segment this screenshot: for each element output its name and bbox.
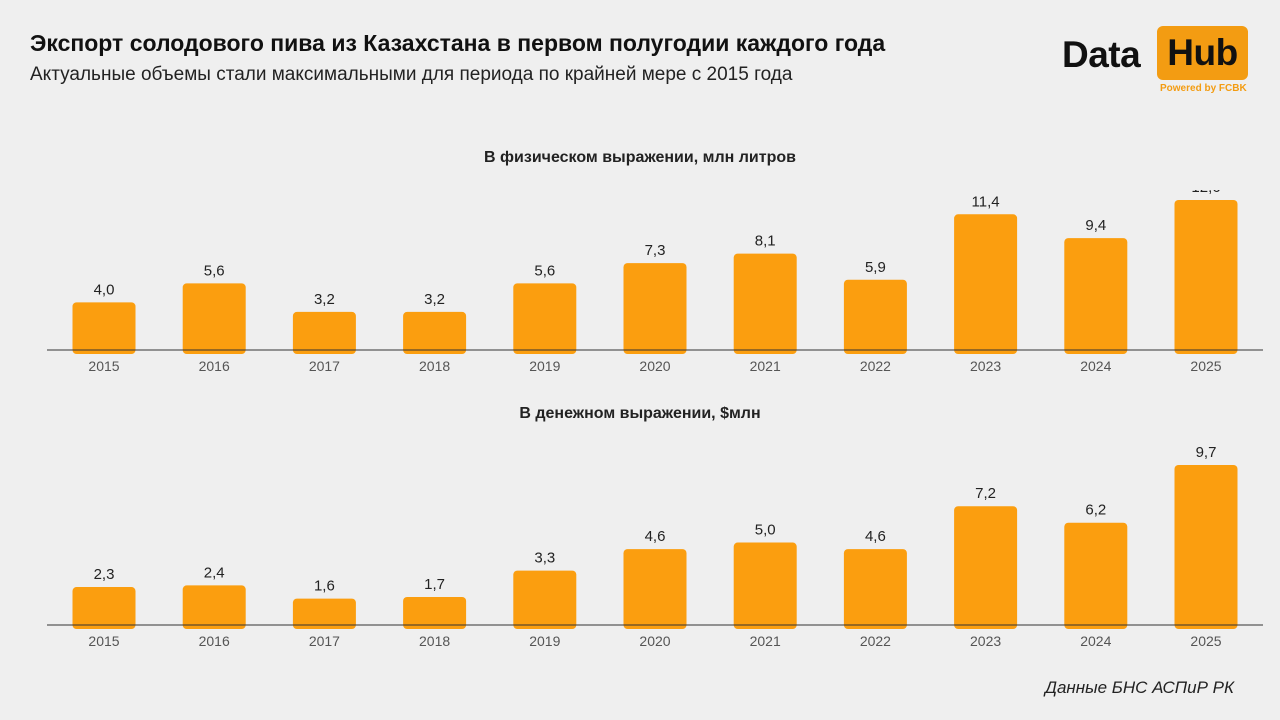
x-tick-label: 2021: [750, 358, 781, 374]
chart-value: 2,3 2015 2,4 2016 1,6 2017 1,7 2018 3,3 2019 4,6 20…: [47, 445, 1263, 649]
x-tick-label: 2017: [309, 358, 340, 374]
page-subtitle: Актуальные объемы стали максимальными дл…: [30, 64, 793, 85]
bar-2021: [733, 253, 797, 354]
logo-powered-by: Powered by FCBK: [1160, 83, 1247, 94]
x-tick-label: 2024: [1080, 358, 1111, 374]
page-title: Экспорт солодового пива из Казахстана в …: [30, 30, 886, 56]
value-label: 2,3: [94, 566, 115, 583]
value-label: 4,6: [645, 528, 666, 545]
value-label: 3,2: [314, 291, 335, 308]
value-label: 3,2: [424, 291, 445, 308]
datahub-logo: Data Hub Powered by FCBK: [1062, 26, 1252, 96]
bar-2020: [623, 263, 687, 354]
x-tick-label: 2020: [639, 358, 670, 374]
bar-2024: [1064, 522, 1128, 629]
value-label: 8,1: [755, 233, 776, 250]
x-tick-label: 2025: [1190, 633, 1221, 649]
value-label: 5,9: [865, 259, 886, 276]
value-label: 7,3: [645, 242, 666, 259]
x-tick-label: 2022: [860, 358, 891, 374]
value-label: 4,6: [865, 528, 886, 545]
x-tick-label: 2022: [860, 633, 891, 649]
value-label: 6,2: [1085, 502, 1106, 519]
bar-2025: [1174, 465, 1238, 629]
x-tick-label: 2018: [419, 358, 450, 374]
value-label: 7,2: [975, 485, 996, 502]
bar-2020: [623, 549, 687, 629]
x-tick-label: 2016: [199, 358, 230, 374]
value-label: 1,6: [314, 578, 335, 595]
x-tick-label: 2018: [419, 633, 450, 649]
x-tick-label: 2016: [199, 633, 230, 649]
value-label: 5,6: [204, 262, 225, 279]
x-tick-label: 2023: [970, 358, 1001, 374]
bar-2022: [843, 549, 907, 629]
x-tick-label: 2019: [529, 633, 560, 649]
bar-2024: [1064, 238, 1128, 354]
value-label: 1,7: [424, 576, 445, 593]
logo-word-hub: Hub: [1157, 26, 1248, 80]
x-tick-label: 2019: [529, 358, 560, 374]
bar-2019: [513, 570, 577, 629]
x-tick-label: 2023: [970, 633, 1001, 649]
value-label: 2,4: [204, 564, 225, 581]
bar-2018: [403, 311, 467, 354]
bar-2022: [843, 279, 907, 354]
x-tick-label: 2021: [750, 633, 781, 649]
x-tick-label: 2015: [88, 633, 119, 649]
value-label: 12,6: [1191, 190, 1220, 196]
x-tick-label: 2025: [1190, 358, 1221, 374]
bar-2023: [954, 214, 1018, 354]
bar-2017: [292, 311, 356, 354]
value-label: 11,4: [972, 193, 1000, 210]
bar-2015: [72, 302, 136, 354]
value-label: 3,3: [534, 550, 555, 567]
chart-value-title: В денежном выражении, $млн: [519, 405, 761, 422]
value-label: 4,0: [94, 281, 115, 298]
bar-2016: [182, 585, 246, 629]
bar-2015: [72, 587, 136, 629]
value-label: 5,0: [755, 522, 776, 539]
logo-word-data: Data: [1062, 34, 1141, 75]
bar-2016: [182, 283, 246, 354]
bar-2025: [1174, 200, 1238, 354]
x-tick-label: 2024: [1080, 633, 1111, 649]
chart-volume: 4,0 2015 5,6 2016 3,2 2017 3,2 2018 5,6 2019 7,3 20…: [47, 190, 1263, 374]
value-label: 9,7: [1196, 445, 1217, 461]
source-note: Данные БНС АСПиР РК: [1044, 678, 1234, 697]
bar-2021: [733, 542, 797, 629]
x-tick-label: 2020: [639, 633, 670, 649]
value-label: 9,4: [1085, 217, 1106, 234]
bar-2019: [513, 283, 577, 354]
chart-volume-title: В физическом выражении, млн литров: [484, 149, 796, 166]
bar-2023: [954, 506, 1018, 629]
bar-2018: [403, 596, 467, 629]
bar-2017: [292, 598, 356, 629]
value-label: 5,6: [534, 262, 555, 279]
x-tick-label: 2017: [309, 633, 340, 649]
x-tick-label: 2015: [88, 358, 119, 374]
